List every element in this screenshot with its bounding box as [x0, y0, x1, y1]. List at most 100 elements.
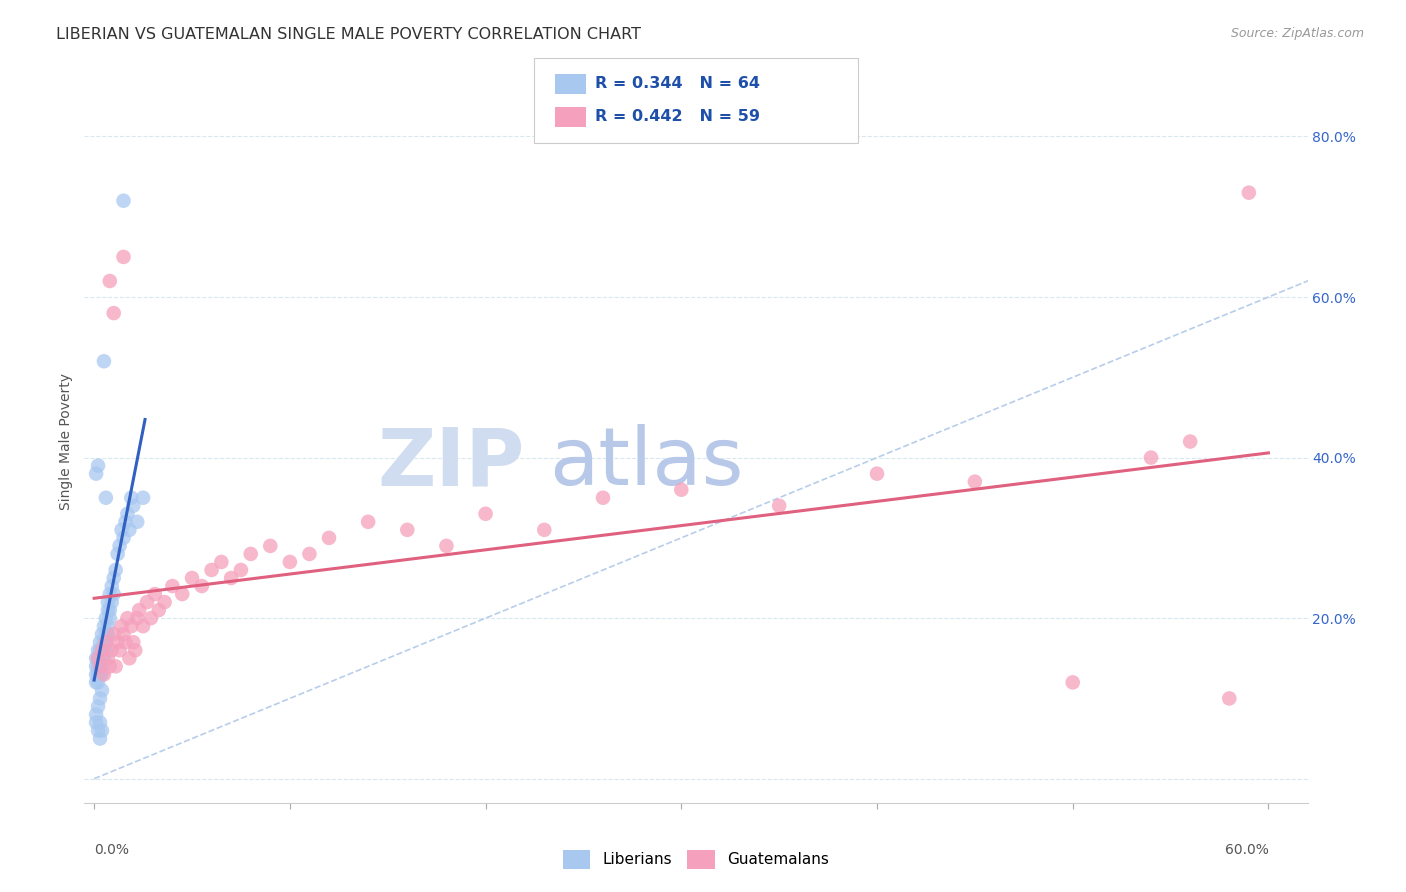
Point	[229, 563, 252, 577]
Point	[108, 643, 131, 657]
Point	[84, 667, 107, 681]
Point	[671, 483, 693, 497]
Text: atlas: atlas	[550, 425, 744, 502]
Point	[103, 587, 125, 601]
Point	[94, 611, 117, 625]
Point	[143, 587, 166, 601]
Point	[278, 555, 301, 569]
Point	[94, 635, 117, 649]
Point	[87, 458, 110, 473]
Point	[122, 635, 145, 649]
Point	[87, 651, 110, 665]
Point	[89, 667, 111, 681]
Point	[318, 531, 340, 545]
Point	[89, 731, 111, 746]
Point	[128, 603, 150, 617]
Point	[1140, 450, 1163, 465]
Point	[93, 643, 115, 657]
Point	[120, 619, 142, 633]
Point	[91, 723, 114, 738]
Text: R = 0.442   N = 59: R = 0.442 N = 59	[595, 110, 759, 124]
Point	[98, 611, 121, 625]
Point	[104, 659, 127, 673]
Point	[112, 531, 135, 545]
Point	[1178, 434, 1201, 449]
Text: 60.0%: 60.0%	[1225, 843, 1268, 857]
Point	[91, 651, 114, 665]
Point	[98, 274, 121, 288]
Point	[103, 571, 125, 585]
Point	[191, 579, 214, 593]
Point	[87, 643, 110, 657]
Point	[474, 507, 496, 521]
Point	[112, 627, 135, 641]
Point	[97, 619, 120, 633]
Point	[172, 587, 194, 601]
Point	[239, 547, 262, 561]
Point	[120, 491, 142, 505]
Point	[91, 643, 114, 657]
Point	[259, 539, 281, 553]
Point	[1062, 675, 1084, 690]
Text: LIBERIAN VS GUATEMALAN SINGLE MALE POVERTY CORRELATION CHART: LIBERIAN VS GUATEMALAN SINGLE MALE POVER…	[56, 27, 641, 42]
Point	[84, 715, 107, 730]
Point	[132, 619, 155, 633]
Point	[84, 651, 107, 665]
Point	[139, 611, 162, 625]
Point	[89, 643, 111, 657]
Point	[127, 611, 149, 625]
Point	[87, 651, 110, 665]
Point	[108, 539, 131, 553]
Point	[93, 651, 115, 665]
Point	[91, 683, 114, 698]
Point	[768, 499, 790, 513]
Y-axis label: Single Male Poverty: Single Male Poverty	[59, 373, 73, 510]
Point	[98, 659, 121, 673]
Point	[91, 659, 114, 673]
Point	[84, 707, 107, 722]
Point	[93, 635, 115, 649]
Point	[963, 475, 986, 489]
Point	[533, 523, 555, 537]
Point	[107, 547, 129, 561]
Point	[110, 523, 132, 537]
Point	[98, 587, 121, 601]
Point	[103, 627, 125, 641]
Point	[89, 659, 111, 673]
Point	[118, 523, 141, 537]
Point	[1237, 186, 1260, 200]
Point	[114, 635, 136, 649]
Point	[592, 491, 614, 505]
Point	[97, 627, 120, 641]
Point	[91, 627, 114, 641]
Point	[89, 691, 111, 706]
Point	[110, 619, 132, 633]
Legend: Liberians, Guatemalans: Liberians, Guatemalans	[557, 844, 835, 875]
Point	[107, 635, 129, 649]
Point	[89, 635, 111, 649]
Point	[89, 715, 111, 730]
Point	[100, 579, 122, 593]
Point	[84, 675, 107, 690]
Point	[91, 667, 114, 681]
Point	[200, 563, 222, 577]
Point	[87, 723, 110, 738]
Point	[122, 499, 145, 513]
Point	[1218, 691, 1240, 706]
Point	[112, 194, 135, 208]
Point	[87, 675, 110, 690]
Point	[84, 467, 107, 481]
Point	[117, 507, 139, 521]
Point	[117, 611, 139, 625]
Point	[91, 643, 114, 657]
Point	[98, 603, 121, 617]
Point	[97, 651, 120, 665]
Point	[162, 579, 184, 593]
Point	[127, 515, 149, 529]
Point	[112, 250, 135, 264]
Point	[94, 635, 117, 649]
Point	[87, 667, 110, 681]
Point	[132, 491, 155, 505]
Text: R = 0.344   N = 64: R = 0.344 N = 64	[595, 77, 759, 91]
Point	[114, 515, 136, 529]
